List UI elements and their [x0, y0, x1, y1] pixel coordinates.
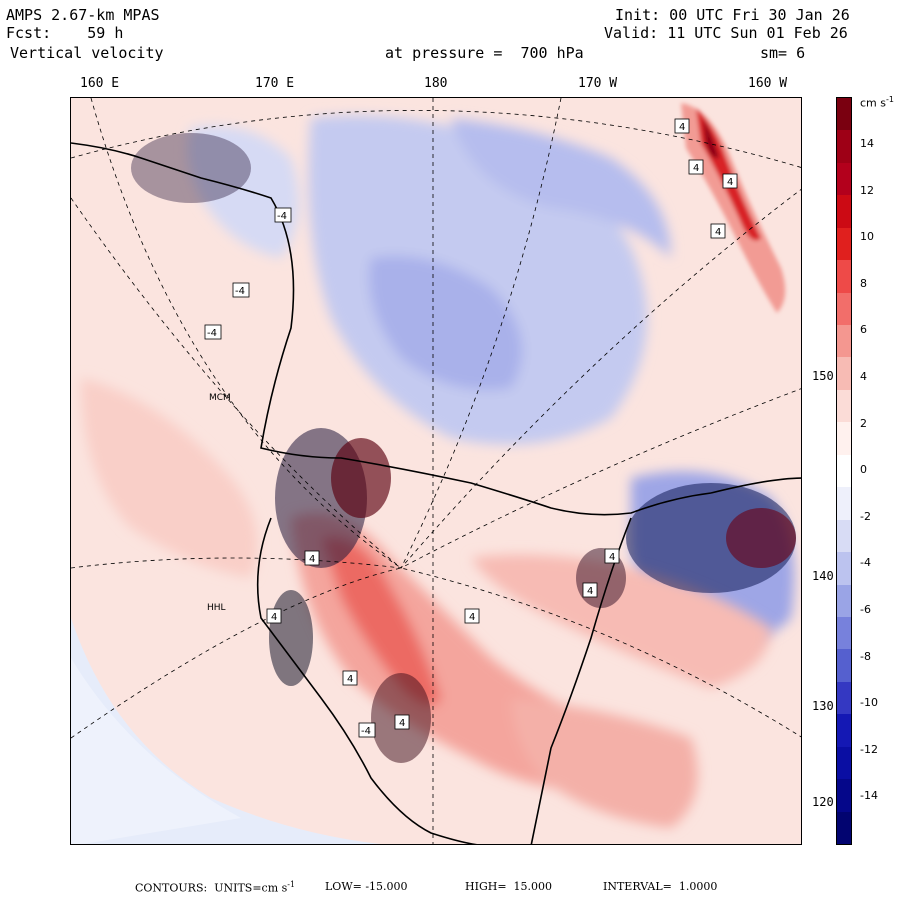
colorbar-tick-label: -8 [860, 649, 871, 663]
vertical-velocity-map: -4 -4 -4 4 4 4 4 4 4 4 4 4 4 -4 [71, 98, 801, 844]
footer-low: LOW= -15.000 [325, 880, 408, 893]
lon-label: 170 W [578, 76, 618, 91]
station-label: MCM [209, 393, 231, 403]
colorbar-tick-label: 6 [860, 323, 867, 337]
contour-label: 4 [727, 177, 733, 188]
colorbar-swatch [837, 616, 851, 650]
colorbar-swatch [837, 292, 851, 326]
footer-contours: CONTOURS: UNITS=cm s-1 [135, 880, 296, 895]
contour-label-box [394, 714, 410, 730]
colorbar-tick-label: 2 [860, 416, 867, 430]
contour-label: 4 [309, 554, 315, 565]
colorbar-swatch [837, 325, 851, 358]
colorbar-tick-label: -6 [860, 603, 871, 616]
pressure-level: at pressure = 700 hPa [385, 44, 584, 62]
colorbar-tick-label: 0 [860, 463, 867, 477]
colorbar-swatch [837, 811, 851, 845]
contour-label: 4 [347, 674, 353, 685]
colorbar-units: cm s-1 [860, 95, 894, 110]
colorbar-swatch [837, 195, 851, 229]
contour-label: -4 [207, 328, 217, 339]
colorbar-swatch [837, 454, 851, 488]
colorbar-swatch [837, 389, 851, 423]
colorbar-swatch [837, 227, 851, 261]
contour-label-box [342, 670, 358, 686]
contour-label: 4 [693, 163, 699, 174]
contour-labels: -4 -4 -4 4 4 4 4 4 4 4 4 4 4 -4 [204, 118, 738, 738]
contour-label: 4 [715, 227, 721, 238]
lon-label: 160 E [80, 76, 120, 91]
contour-label: 4 [609, 552, 615, 563]
colorbar-swatch [837, 260, 851, 294]
coastline [71, 142, 801, 844]
contour-label-box [674, 118, 690, 134]
colorbar-swatch [837, 681, 851, 715]
colorbar-tick-label: -4 [860, 556, 871, 570]
contour-label: -4 [361, 726, 371, 737]
colorbar-tick-label: -2 [860, 509, 871, 523]
contour-label: 4 [399, 718, 405, 729]
map-panel: -4 -4 -4 4 4 4 4 4 4 4 4 4 4 -4 [70, 97, 802, 845]
colorbar-tick-label: -14 [860, 789, 878, 803]
contour-label-box [722, 173, 738, 189]
colorbar-swatch [837, 422, 851, 456]
colorbar-tick-label: -12 [860, 742, 878, 756]
colorbar-swatch [837, 98, 851, 131]
contour-label-box [464, 608, 480, 624]
forecast-hour: Fcst: 59 h [6, 24, 124, 42]
contour-label: 4 [469, 612, 475, 623]
colorbar-swatch [837, 779, 851, 813]
colorbar-tick-label: 14 [860, 137, 874, 150]
contour-label-box [274, 207, 292, 223]
lon-label: 170 E [255, 76, 295, 91]
colorbar-tick-label: 10 [860, 230, 874, 244]
colorbar-swatch [837, 130, 851, 164]
colorbar-tick-label: 8 [860, 276, 867, 290]
colorbar-swatch [837, 357, 851, 391]
contour-label-box [204, 324, 222, 340]
colorbar-tick-label: 4 [860, 370, 867, 383]
colorbar-tick-label: 12 [860, 183, 874, 197]
graticule [71, 98, 801, 844]
contour-label-box [266, 608, 282, 624]
colorbar-swatch [837, 746, 851, 780]
smoothing-label: sm= 6 [760, 44, 806, 62]
lon-label: 180 [424, 76, 448, 91]
station-label: HHL [207, 603, 226, 613]
model-title: AMPS 2.67-km MPAS [6, 6, 160, 24]
mountain-updraft-zone [81, 378, 771, 828]
colorbar-swatch [837, 714, 851, 748]
colorbar-swatch [837, 162, 851, 196]
colorbar-swatch [837, 519, 851, 553]
footer-interval: INTERVAL= 1.0000 [603, 880, 718, 893]
contour-label-box [358, 722, 376, 738]
lon-label: 160 W [748, 76, 788, 91]
colorbar [836, 97, 852, 845]
field-name: Vertical velocity [10, 44, 164, 62]
contour-label-box [304, 550, 320, 566]
polar-region [71, 658, 241, 844]
contour-label: -4 [277, 211, 287, 222]
contour-label-box [582, 582, 598, 598]
colorbar-swatch [837, 584, 851, 618]
colorbar-swatch [837, 552, 851, 585]
contour-label: 4 [587, 586, 593, 597]
init-time: Init: 00 UTC Fri 30 Jan 26 [615, 6, 850, 24]
contour-label-box [688, 159, 704, 175]
colorbar-tick-label: -10 [860, 696, 878, 710]
footer-high: HIGH= 15.000 [465, 880, 553, 893]
contour-label: 4 [271, 612, 277, 623]
contour-label-box [604, 548, 620, 564]
colorbar-swatch [837, 487, 851, 521]
contour-label: 4 [679, 122, 685, 133]
contour-label: -4 [235, 286, 245, 297]
valid-time: Valid: 11 UTC Sun 01 Feb 26 [604, 24, 848, 42]
colorbar-swatch [837, 649, 851, 683]
contour-label-box [710, 223, 726, 239]
contour-label-box [232, 282, 250, 298]
